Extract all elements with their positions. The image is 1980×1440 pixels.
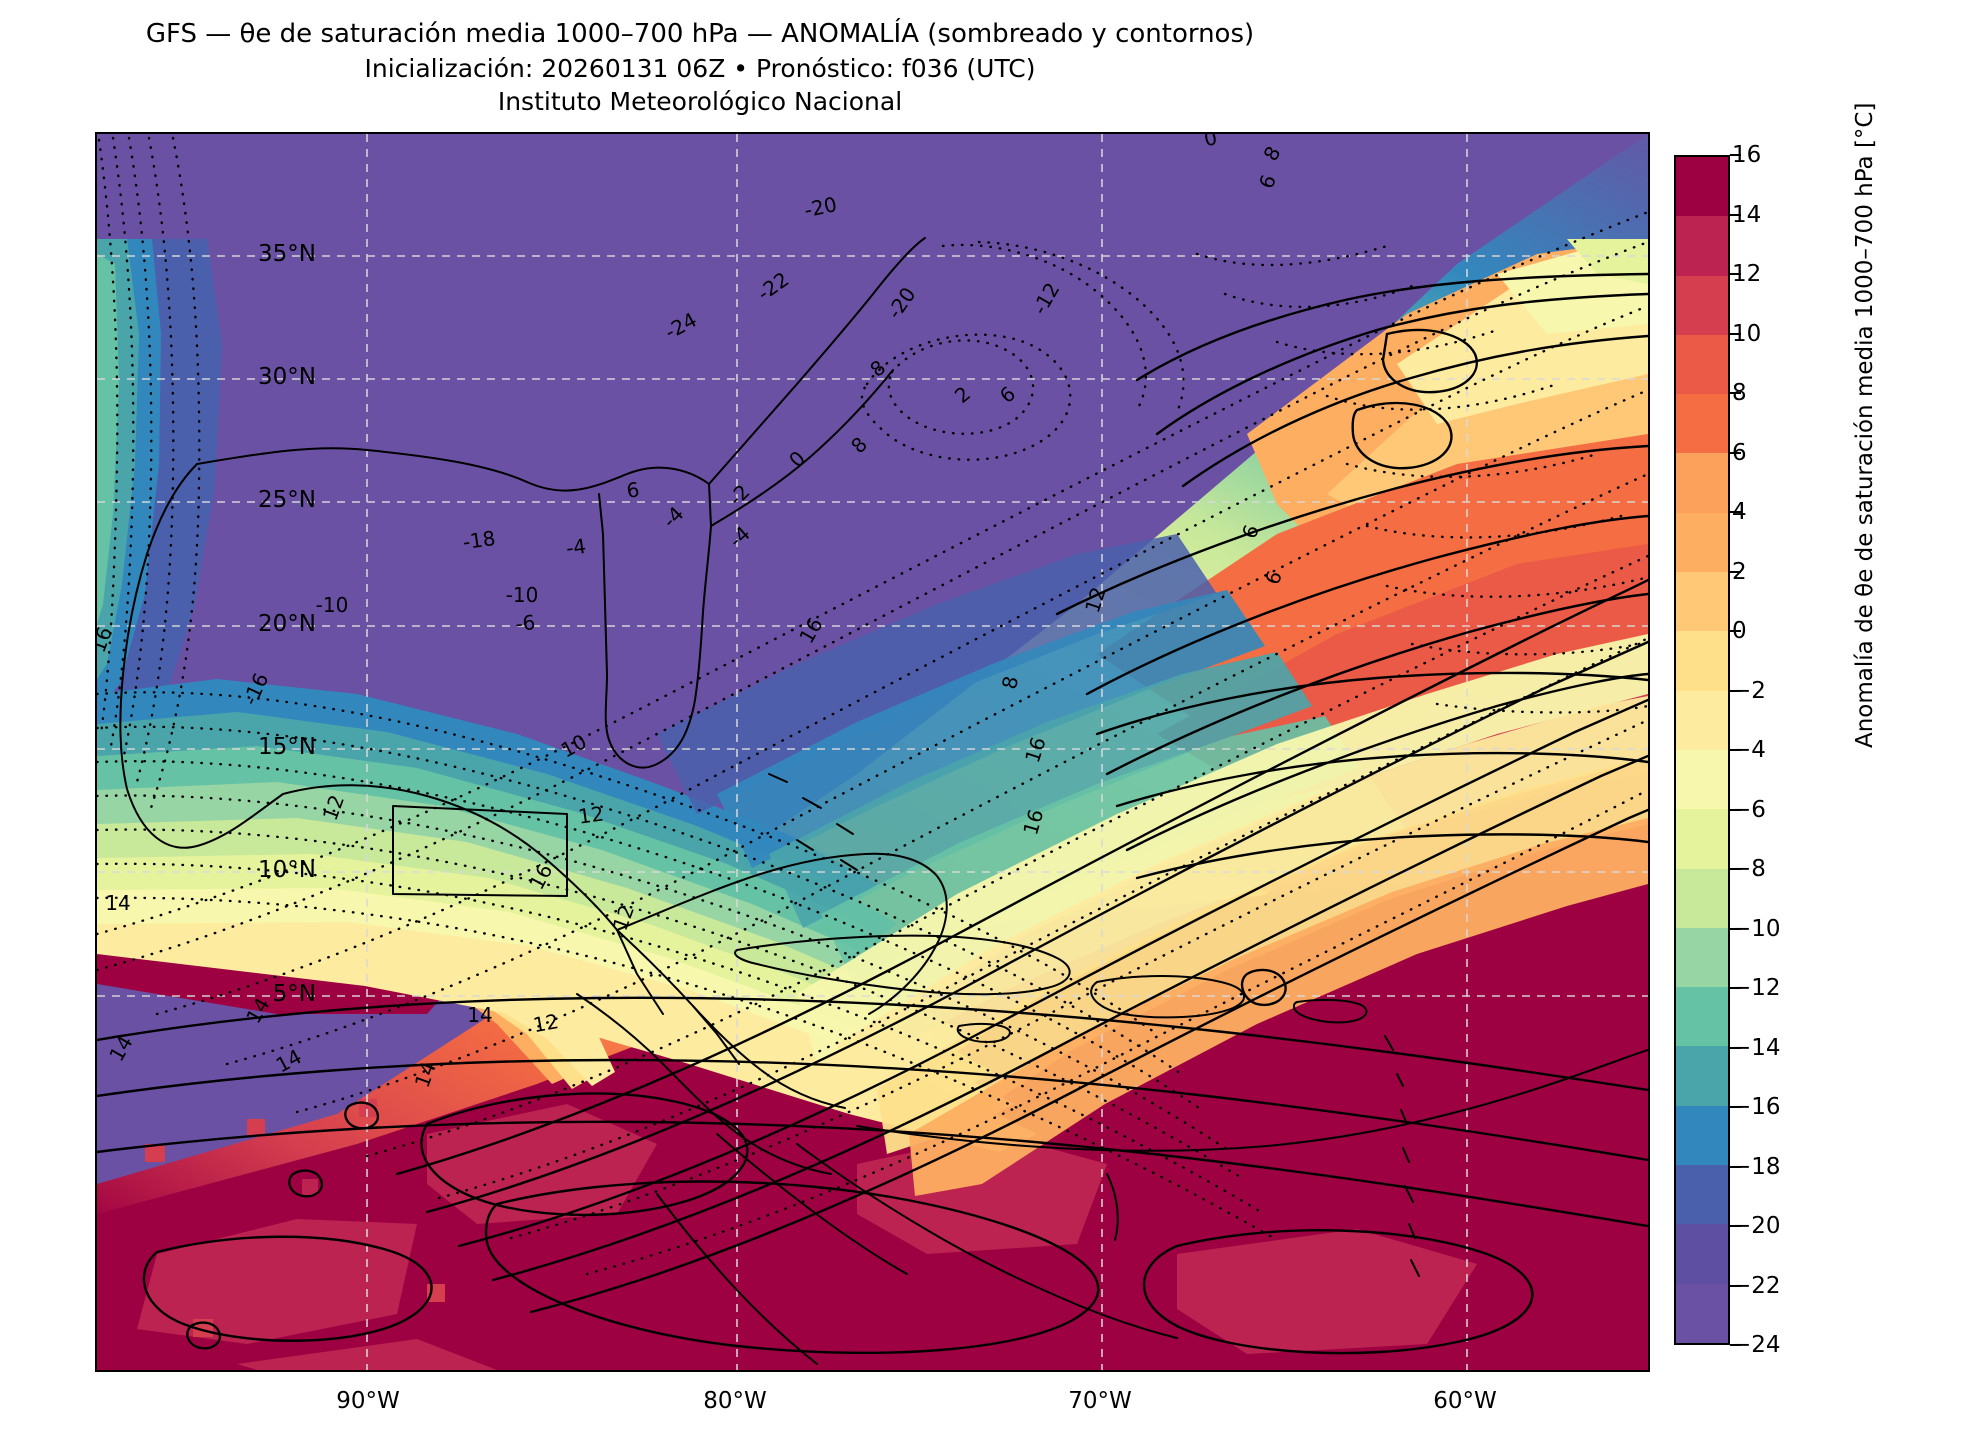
colorbar-tick-label: 6 — [1732, 439, 1747, 466]
contour-label: 6 — [625, 477, 641, 503]
colorbar-tick-mark — [1730, 1225, 1741, 1227]
colorbar-tick-label: 16 — [1732, 142, 1762, 168]
contour-label: 14 — [105, 891, 130, 915]
colorbar-tick-mark — [1730, 1284, 1741, 1287]
colorbar-tick-mark — [1730, 927, 1741, 930]
colorbar-tick-mark — [1730, 1344, 1741, 1346]
contour-label: 14 — [467, 1003, 492, 1027]
colorbar-tick-mark — [1730, 392, 1741, 394]
contour-label: -10 — [506, 583, 539, 607]
contour-label: -10 — [316, 593, 349, 617]
coastlines — [119, 237, 1648, 1365]
colorbar-tick-mark — [1730, 213, 1741, 216]
anomaly-field-svg: -16-18-20-20-20-12-22-2482680-2-4-4-18-4… — [97, 134, 1648, 1370]
map-clip: -16-18-20-20-20-12-22-2482680-2-4-4-18-4… — [97, 134, 1648, 1370]
colorbar-swatch — [1676, 216, 1728, 276]
colorbar-tick-mark — [1730, 808, 1741, 811]
colorbar-tick-label: −6 — [1732, 796, 1766, 823]
colorbar-tick-label: 10 — [1732, 320, 1762, 347]
contour-label: 0 — [1202, 134, 1219, 151]
colorbar-tick-label: 14 — [1732, 201, 1762, 228]
xtick-label-90W: 90°W — [336, 1388, 400, 1414]
colorbar-tick-label: 8 — [1732, 380, 1747, 406]
colorbar-tick-label: −12 — [1732, 975, 1781, 1001]
colorbar-axis-label: Anomalía de θe de saturación media 1000–… — [1852, 102, 1878, 748]
figure-title-block: GFS — θe de saturación media 1000–700 hP… — [0, 18, 1400, 118]
colorbar-swatch — [1676, 1165, 1728, 1225]
colorbar-tick-mark — [1730, 154, 1741, 156]
colorbar-tick-label: −22 — [1732, 1272, 1781, 1299]
colorbar-swatch — [1676, 690, 1728, 750]
colorbar-swatch — [1676, 157, 1728, 217]
colorbar-swatch — [1676, 868, 1728, 928]
colorbar-tick-label: −24 — [1732, 1332, 1781, 1358]
colorbar-swatch — [1676, 1105, 1728, 1166]
contour-label: -4 — [564, 534, 587, 561]
contour-label: 8 — [997, 674, 1023, 691]
colorbar-tick-label: 12 — [1732, 261, 1762, 287]
colorbar-swatch — [1676, 927, 1728, 988]
xtick-label-70W: 70°W — [1068, 1388, 1132, 1414]
colorbar-tick-label: −4 — [1732, 737, 1766, 763]
colorbar-swatch — [1676, 1046, 1728, 1106]
colorbar-tick-mark — [1730, 1106, 1741, 1108]
colorbar-tick-label: −18 — [1732, 1153, 1781, 1180]
colorbar-tick-label: −10 — [1732, 915, 1781, 942]
colorbar-tick-mark — [1730, 570, 1741, 573]
ytick-label-10N: 10°N — [258, 857, 316, 883]
colorbar-tick-label: −2 — [1732, 677, 1766, 704]
ytick-label-25N: 25°N — [258, 487, 316, 513]
colorbar-swatch — [1676, 1224, 1728, 1284]
colorbar-swatch — [1676, 572, 1728, 632]
xtick-label-60W: 60°W — [1433, 1388, 1497, 1414]
colorbar-swatch — [1676, 512, 1728, 573]
negative-contours — [97, 136, 1648, 1276]
colorbar-tick-mark — [1730, 511, 1741, 513]
figure-title-line-2: Inicialización: 20260131 06Z • Pronóstic… — [364, 53, 1036, 83]
colorbar-tick-mark — [1730, 273, 1741, 275]
colorbar-tick-mark — [1730, 689, 1741, 692]
colorbar-tick-label: −8 — [1732, 856, 1766, 882]
figure-title-line-3: Instituto Meteorológico Nacional — [497, 86, 903, 116]
contour-label: -6 — [514, 610, 536, 636]
ytick-label-5N: 5°N — [272, 981, 316, 1007]
contour-label: 12 — [577, 801, 606, 828]
colorbar-tick-mark — [1730, 451, 1741, 454]
colorbar-tick-mark — [1730, 630, 1741, 632]
xtick-label-80W: 80°W — [703, 1388, 767, 1414]
ytick-label-15N: 15°N — [258, 734, 316, 760]
colorbar-swatch — [1676, 453, 1728, 513]
colorbar-swatch — [1676, 394, 1728, 454]
colorbar-swatch — [1676, 334, 1728, 395]
map-axes[interactable]: -16-18-20-20-20-12-22-2482680-2-4-4-18-4… — [95, 132, 1650, 1372]
contour-label: -18 — [461, 526, 497, 554]
colorbar-tick-mark — [1730, 749, 1741, 751]
colorbar-tick-mark — [1730, 332, 1741, 335]
colorbar-tick-mark — [1730, 987, 1741, 989]
colorbar-tick-label: −20 — [1732, 1213, 1781, 1239]
colorbar-tick-label: 4 — [1732, 499, 1747, 525]
ytick-label-20N: 20°N — [258, 611, 316, 637]
graticule — [97, 134, 1648, 1370]
colorbar-tick-mark — [1730, 1046, 1741, 1049]
colorbar[interactable] — [1674, 155, 1730, 1345]
ytick-label-35N: 35°N — [258, 241, 316, 267]
ytick-label-30N: 30°N — [258, 364, 316, 390]
colorbar-swatch — [1676, 275, 1728, 335]
contour-label: 12 — [531, 1009, 560, 1037]
colorbar-tick-mark — [1730, 1165, 1741, 1168]
colorbar-swatch — [1676, 809, 1728, 869]
colorbar-swatch — [1676, 1283, 1728, 1343]
colorbar-tick-label: −16 — [1732, 1094, 1781, 1120]
colorbar-tick-mark — [1730, 868, 1741, 870]
colorbar-swatch — [1676, 749, 1728, 810]
colorbar-swatch — [1676, 987, 1728, 1047]
colorbar-swatch — [1676, 631, 1728, 691]
figure-title-line-1: GFS — θe de saturación media 1000–700 hP… — [145, 19, 1255, 49]
colorbar-tick-label: −14 — [1732, 1034, 1781, 1061]
colorbar-tick-label: 0 — [1732, 618, 1747, 644]
colorbar-tick-label: 2 — [1732, 558, 1747, 585]
